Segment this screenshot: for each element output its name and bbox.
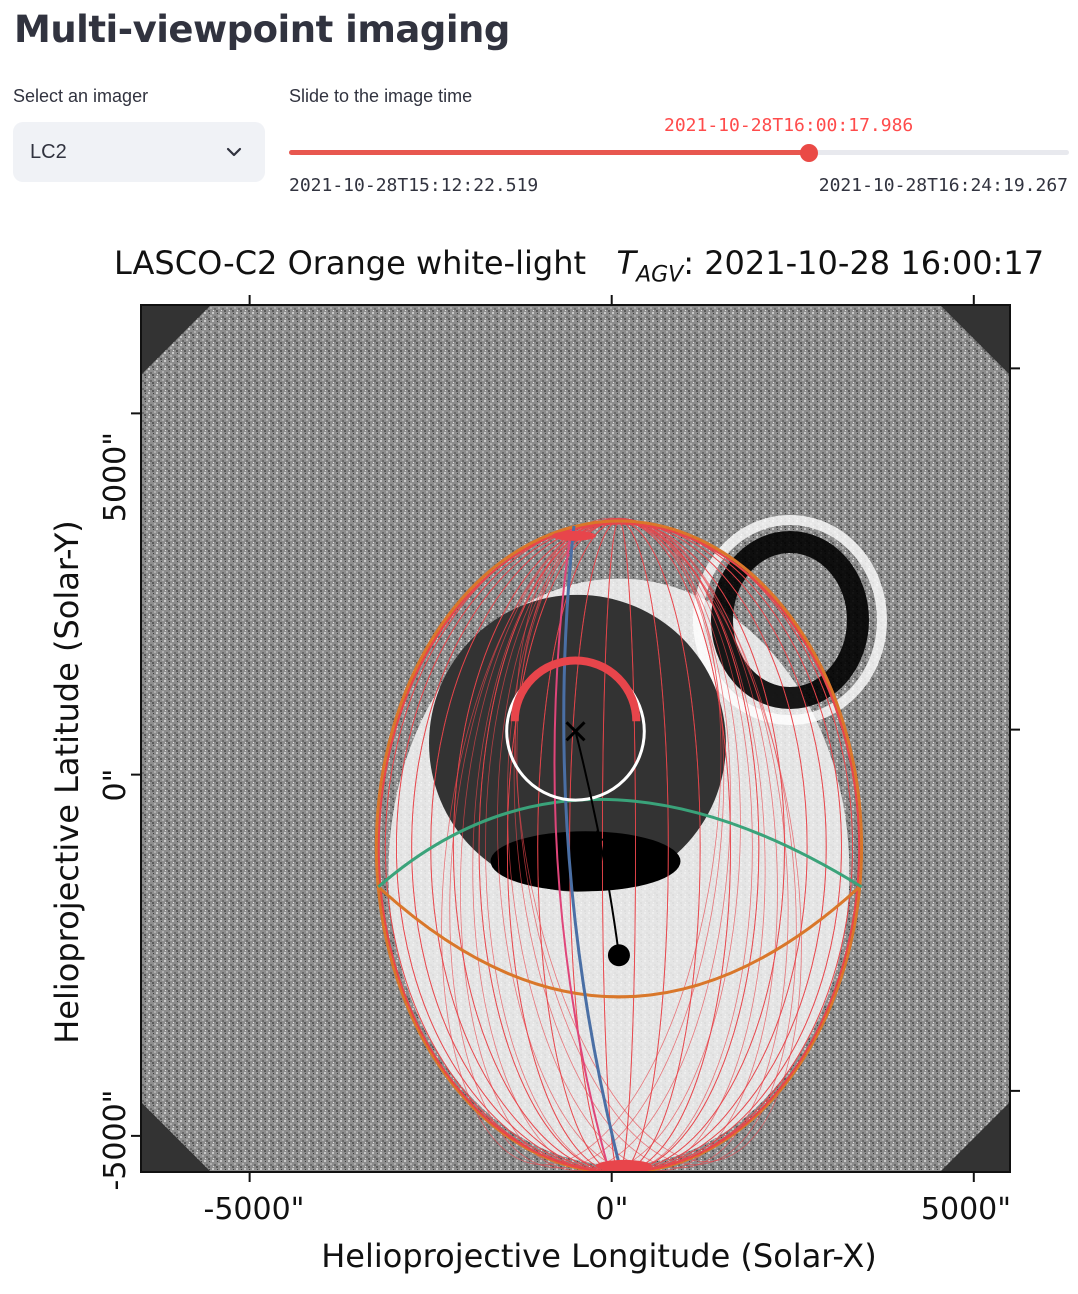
image-corner	[141, 1102, 211, 1172]
y-axis-label: Helioprojective Latitude (Solar-Y)	[48, 520, 86, 1044]
slider-min-value: 2021-10-28T15:12:22.519	[289, 175, 539, 196]
y-tick-label: 0"	[98, 768, 133, 802]
x-tick-label: 0"	[595, 1192, 629, 1227]
slider-max-value: 2021-10-28T16:24:19.267	[818, 175, 1068, 196]
figure-title-main: LASCO-C2 Orange white-light	[113, 244, 587, 282]
figure-title-symbol: T	[616, 244, 637, 282]
central-meridian	[562, 525, 623, 1172]
latitude-loop	[377, 885, 861, 999]
mesh-line	[449, 518, 725, 1169]
meridian-pink	[553, 529, 611, 1172]
image-corner	[940, 305, 1010, 375]
page-title: Multi-viewpoint imaging	[14, 8, 510, 51]
x-axis-label: Helioprojective Longitude (Solar-X)	[321, 1237, 877, 1275]
x-tick-label: 5000"	[920, 1192, 1012, 1227]
croissant-outline-inner	[377, 522, 861, 1172]
apex-cluster-bottom	[595, 1159, 652, 1172]
imager-select[interactable]: LC2	[13, 122, 265, 182]
slider-current-value: 2021-10-28T16:00:17.986	[664, 115, 914, 136]
figure-title: LASCO-C2 Orange white-light TAGV: 2021-1…	[0, 244, 1078, 287]
propagation-path	[574, 731, 620, 956]
chevron-down-icon	[225, 143, 243, 161]
image-corner	[940, 1102, 1010, 1172]
cme-loop	[711, 531, 869, 709]
croissant-outline	[374, 519, 863, 1172]
imager-select-value: LC2	[30, 140, 67, 163]
x-tick-label: -5000"	[203, 1192, 305, 1227]
image-corner	[141, 305, 211, 375]
time-slider-track[interactable]	[289, 144, 1069, 162]
time-slider-fill	[289, 150, 810, 155]
y-tick-label: -5000"	[98, 1089, 133, 1191]
figure-title-time: : 2021-10-28 16:00:17	[683, 244, 1045, 282]
lasco-figure: LASCO-C2 Orange white-light TAGV: 2021-1…	[0, 222, 1078, 1294]
axes-frame	[140, 304, 1011, 1173]
cme-loop-halo	[693, 515, 887, 725]
y-tick-label: 5000"	[98, 431, 133, 523]
sun-limb-arc	[510, 656, 641, 722]
apex-point	[607, 944, 630, 967]
coronagraph-plot	[131, 295, 1020, 1182]
apex-cluster-top	[551, 530, 596, 541]
shock-marker	[588, 830, 607, 849]
imager-select-label: Select an imager	[13, 86, 149, 106]
time-slider-label: Slide to the image time	[289, 86, 473, 106]
figure-title-subscript: AGV	[636, 262, 684, 288]
equator-line	[377, 797, 863, 889]
time-slider-thumb[interactable]	[800, 144, 819, 162]
mesh-line	[441, 517, 722, 1166]
